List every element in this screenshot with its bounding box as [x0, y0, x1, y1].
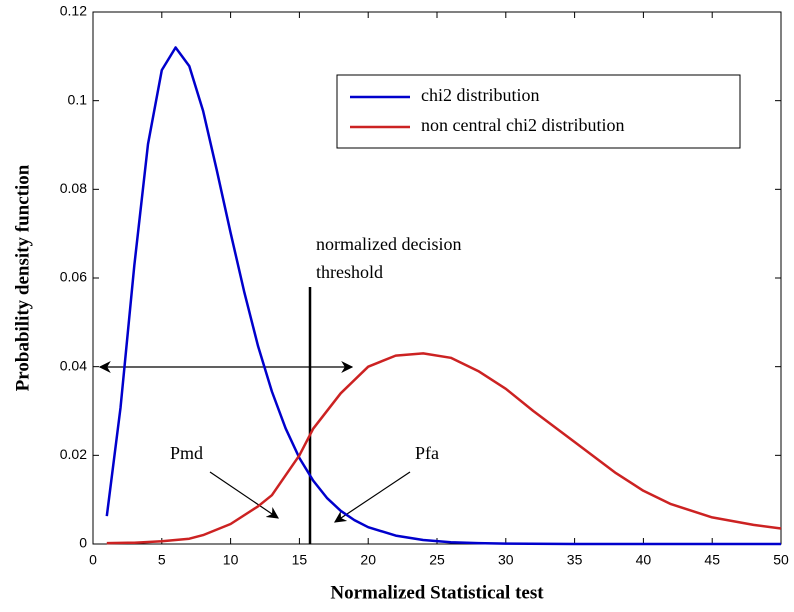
y-tick-label: 0.1 — [68, 91, 88, 107]
y-tick-label: 0 — [79, 535, 87, 551]
annotation: threshold — [316, 262, 383, 282]
annotation: Pmd — [170, 443, 203, 463]
x-tick-label: 0 — [89, 552, 97, 568]
legend — [336, 74, 741, 149]
legend-label: non central chi2 distribution — [421, 115, 624, 135]
x-tick-label: 25 — [429, 552, 445, 568]
x-tick-label: 50 — [773, 552, 789, 568]
x-axis-label: Normalized Statistical test — [330, 582, 544, 603]
x-tick-label: 20 — [360, 552, 376, 568]
y-axis-label: Probability density function — [12, 164, 33, 391]
y-tick-label: 0.02 — [60, 446, 87, 462]
legend-label: chi2 distribution — [421, 85, 540, 105]
annotation: normalized decision — [316, 234, 461, 254]
y-tick-label: 0.04 — [60, 357, 87, 373]
x-tick-label: 5 — [158, 552, 166, 568]
pmd-arrow — [209, 471, 279, 519]
line — [106, 352, 782, 545]
y-tick-label: 0.06 — [60, 269, 87, 285]
line — [105, 46, 781, 546]
x-tick-label: 30 — [498, 552, 514, 568]
x-tick-label: 45 — [704, 552, 720, 568]
pfa-arrow — [334, 471, 411, 523]
y-tick-label: 0.08 — [60, 180, 87, 196]
y-tick-label: 0.12 — [60, 3, 87, 19]
x-tick-label: 10 — [223, 552, 239, 568]
annotation: Pfa — [415, 443, 439, 463]
x-tick-label: 35 — [567, 552, 583, 568]
x-tick-label: 40 — [636, 552, 652, 568]
x-tick-label: 15 — [292, 552, 308, 568]
